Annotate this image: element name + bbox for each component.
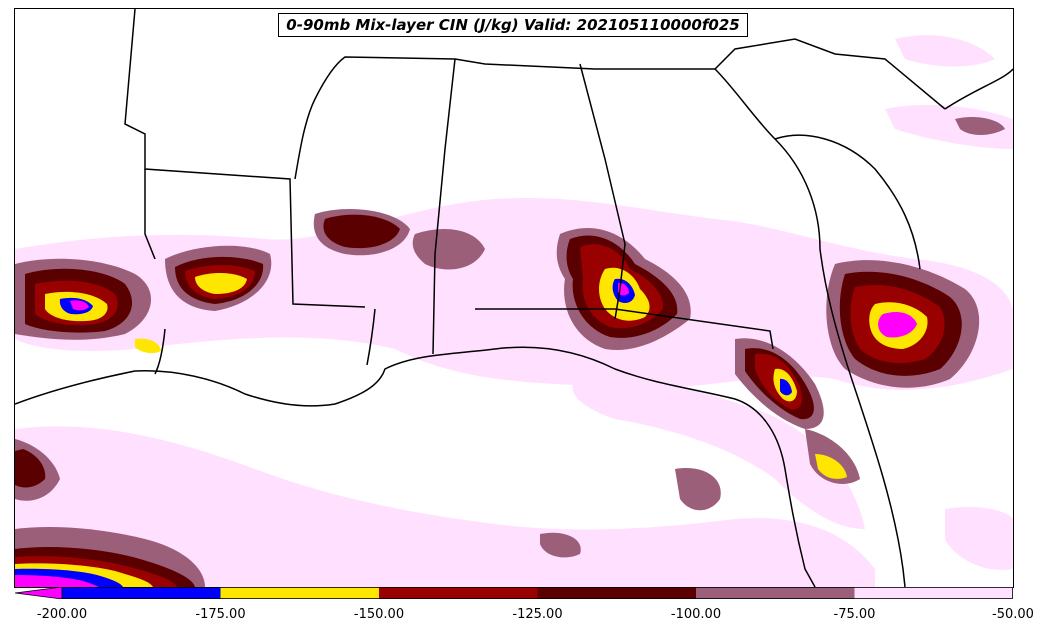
colorbar bbox=[15, 587, 1013, 599]
map-title: 0-90mb Mix-layer CIN (J/kg) Valid: 20210… bbox=[278, 13, 748, 37]
colorbar-tick-label: -75.00 bbox=[833, 607, 876, 622]
colorbar-outline bbox=[61, 587, 1013, 599]
colorbar-tick-label: -125.00 bbox=[512, 607, 563, 622]
state-boundaries bbox=[15, 9, 1013, 587]
colorbar-tick-label: -50.00 bbox=[992, 607, 1034, 622]
cin-contours bbox=[15, 35, 1013, 587]
colorbar-segment bbox=[62, 587, 221, 599]
colorbar-segment bbox=[537, 587, 696, 599]
colorbar-tick-label: -100.00 bbox=[670, 607, 722, 622]
colorbar-tick-label: -150.00 bbox=[353, 607, 405, 622]
colorbar-segment bbox=[696, 587, 855, 599]
map-canvas bbox=[15, 9, 1013, 587]
colorbar-segment bbox=[854, 587, 1013, 599]
colorbar-segment bbox=[379, 587, 538, 599]
colorbar-segment bbox=[220, 587, 379, 599]
map-panel bbox=[14, 8, 1014, 588]
colorbar-extend-min bbox=[15, 587, 63, 599]
colorbar-tick-label: -200.00 bbox=[36, 607, 88, 622]
colorbar-tick-label: -175.00 bbox=[195, 607, 246, 622]
